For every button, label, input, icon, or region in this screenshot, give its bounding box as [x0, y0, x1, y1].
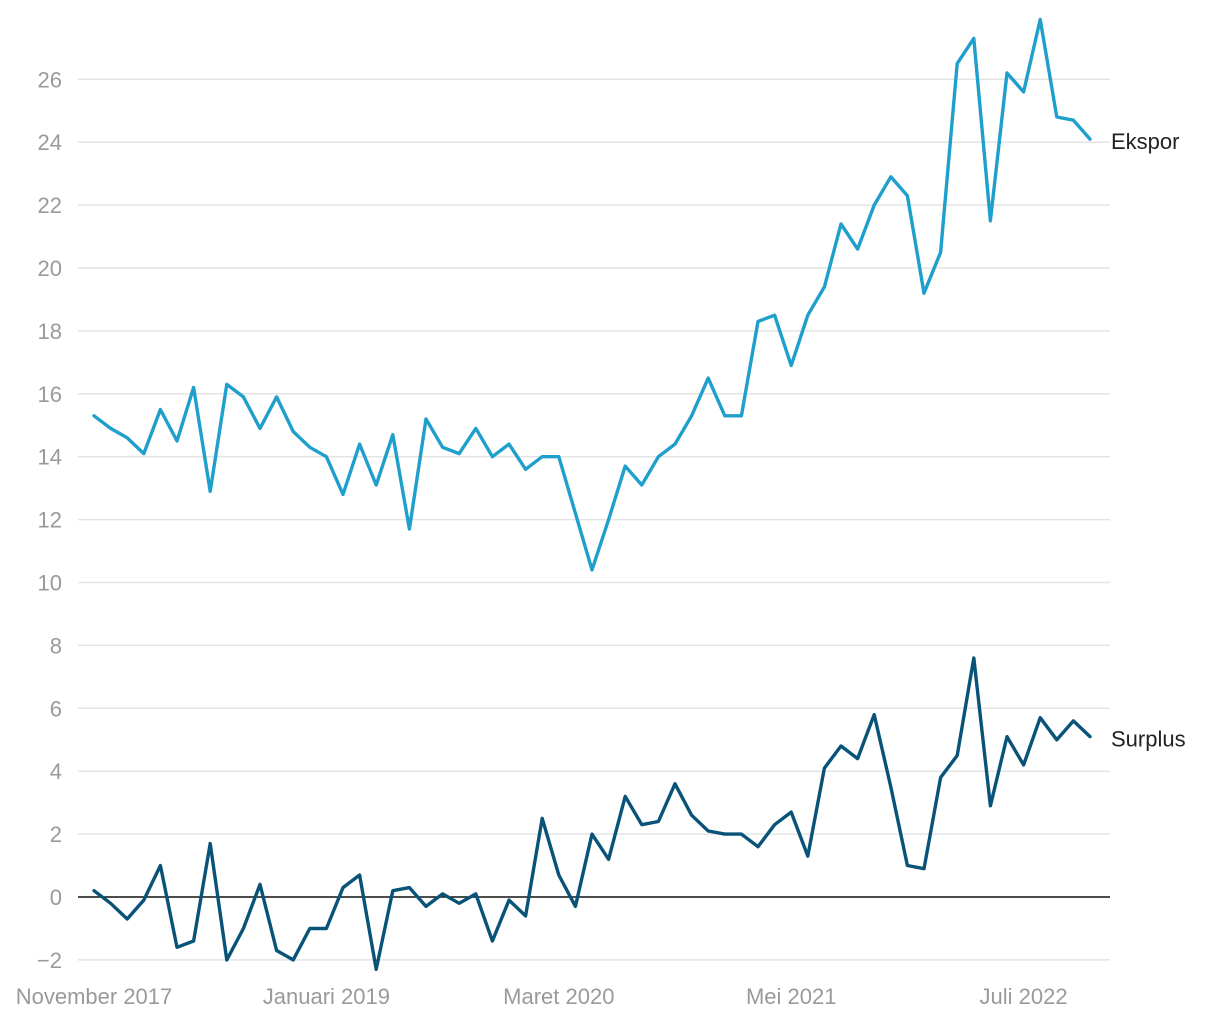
series-line-ekspor — [92, 17, 1092, 572]
y-tick-label: 16 — [38, 382, 62, 407]
y-tick-label: 26 — [38, 67, 62, 92]
y-tick-label: 12 — [38, 508, 62, 533]
y-tick-label: 22 — [38, 193, 62, 218]
y-tick-label: 18 — [38, 319, 62, 344]
y-tick-label: 20 — [38, 256, 62, 281]
y-tick-label: 10 — [38, 571, 62, 596]
series-line-surplus — [92, 656, 1092, 971]
y-tick-label: 4 — [50, 759, 62, 784]
y-tick-label: 6 — [50, 696, 62, 721]
series-lines — [92, 17, 1092, 971]
series-labels: Ekspor Surplus — [1111, 129, 1186, 752]
x-tick-label: Mei 2021 — [746, 984, 837, 1009]
x-axis-ticks: November 2017 Januari 2019 Maret 2020 Mei 2… — [16, 984, 1068, 1009]
series-label-surplus: Surplus — [1111, 727, 1186, 752]
x-tick-label: Januari 2019 — [263, 984, 390, 1009]
y-tick-label: −2 — [37, 948, 62, 973]
y-tick-label: 14 — [38, 445, 62, 470]
y-tick-label: 0 — [50, 885, 62, 910]
x-tick-label: Maret 2020 — [503, 984, 614, 1009]
gridlines — [78, 78, 1110, 961]
y-tick-label: 8 — [50, 633, 62, 658]
x-tick-label: November 2017 — [16, 984, 173, 1009]
y-tick-label: 24 — [38, 130, 62, 155]
y-tick-label: 2 — [50, 822, 62, 847]
x-tick-label: Juli 2022 — [980, 984, 1068, 1009]
series-label-ekspor: Ekspor — [1111, 129, 1179, 154]
